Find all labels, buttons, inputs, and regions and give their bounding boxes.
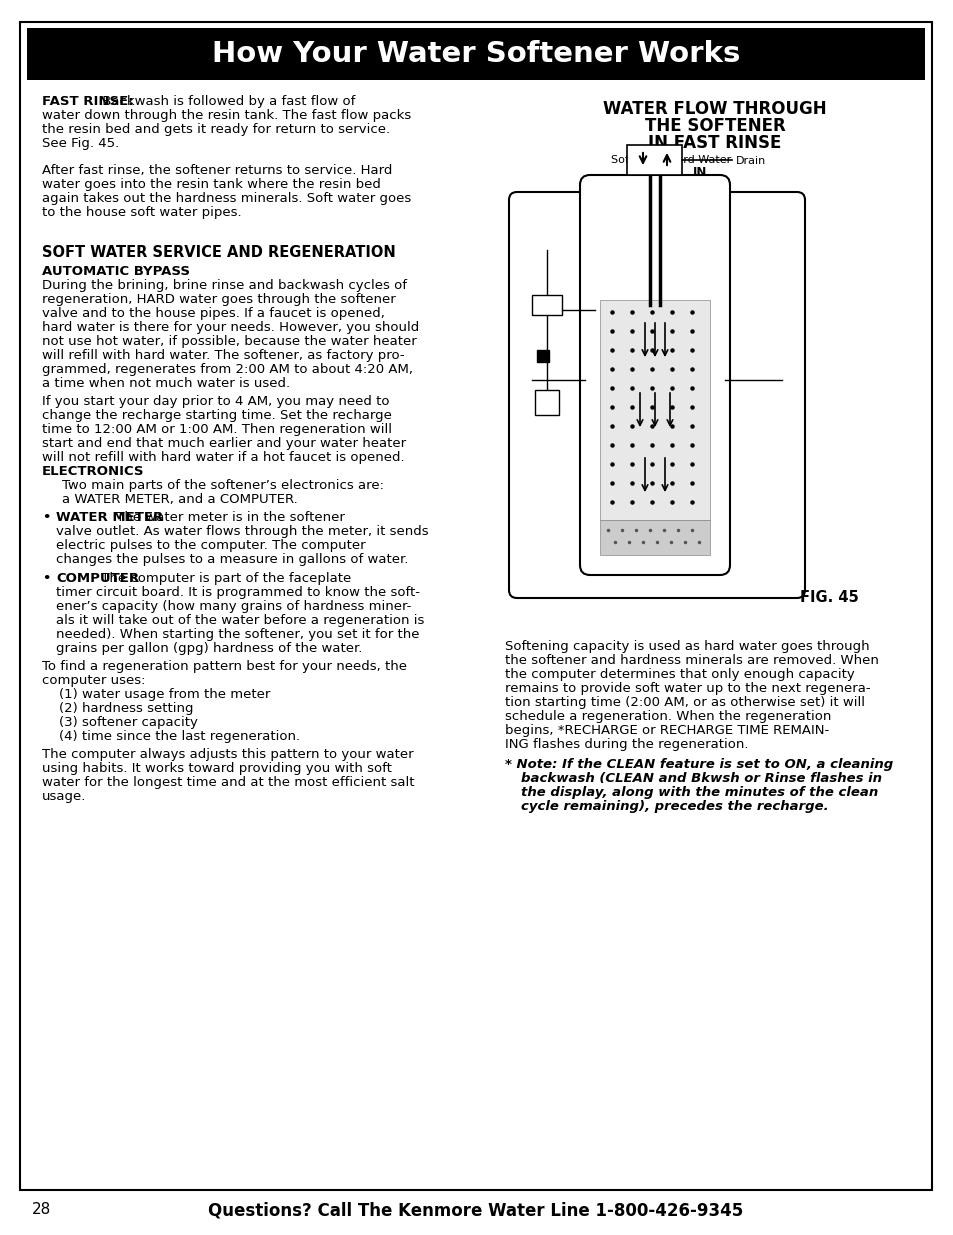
Text: WATER FLOW THROUGH: WATER FLOW THROUGH: [602, 100, 826, 119]
Text: to the house soft water pipes.: to the house soft water pipes.: [42, 205, 241, 219]
Text: begins, *RECHARGE or RECHARGE TIME REMAIN-: begins, *RECHARGE or RECHARGE TIME REMAI…: [504, 724, 828, 737]
Text: will not refill with hard water if a hot faucet is opened.: will not refill with hard water if a hot…: [42, 451, 404, 464]
Text: als it will take out of the water before a regeneration is: als it will take out of the water before…: [56, 614, 424, 626]
Text: Backwash is followed by a fast flow of: Backwash is followed by a fast flow of: [98, 95, 355, 107]
Text: FAST RINSE:: FAST RINSE:: [42, 95, 133, 107]
Text: timer circuit board. It is programmed to know the soft-: timer circuit board. It is programmed to…: [56, 585, 419, 599]
Text: FIG. 45: FIG. 45: [800, 590, 858, 605]
Text: ener’s capacity (how many grains of hardness miner-: ener’s capacity (how many grains of hard…: [56, 600, 411, 613]
Bar: [627, 144, 681, 175]
Text: valve outlet. As water flows through the meter, it sends: valve outlet. As water flows through the…: [56, 525, 428, 538]
Text: Two main parts of the softener’s electronics are:: Two main parts of the softener’s electro…: [62, 479, 384, 493]
Text: If you start your day prior to 4 AM, you may need to: If you start your day prior to 4 AM, you…: [42, 395, 389, 409]
Text: the resin bed and gets it ready for return to service.: the resin bed and gets it ready for retu…: [42, 124, 390, 136]
Bar: [535, 390, 558, 415]
Bar: [537, 350, 548, 362]
Text: water goes into the resin tank where the resin bed: water goes into the resin tank where the…: [42, 178, 380, 190]
Text: valve and to the house pipes. If a faucet is opened,: valve and to the house pipes. If a fauce…: [42, 308, 384, 320]
Text: THE SOFTENER: THE SOFTENER: [644, 117, 784, 135]
Text: schedule a regeneration. When the regeneration: schedule a regeneration. When the regene…: [504, 710, 830, 722]
FancyBboxPatch shape: [579, 175, 729, 576]
Text: (1) water usage from the meter: (1) water usage from the meter: [42, 688, 270, 700]
Text: regeneration, HARD water goes through the softener: regeneration, HARD water goes through th…: [42, 293, 395, 306]
Text: hard water is there for your needs. However, you should: hard water is there for your needs. Howe…: [42, 321, 418, 333]
Text: The computer is part of the faceplate: The computer is part of the faceplate: [96, 572, 351, 584]
Text: How Your Water Softener Works: How Your Water Softener Works: [212, 40, 740, 68]
Text: water for the longest time and at the most efficient salt: water for the longest time and at the mo…: [42, 776, 414, 789]
Text: (3) softener capacity: (3) softener capacity: [42, 716, 197, 729]
Text: remains to provide soft water up to the next regenera-: remains to provide soft water up to the …: [504, 682, 870, 695]
Text: Softening capacity is used as hard water goes through: Softening capacity is used as hard water…: [504, 640, 869, 653]
Text: computer uses:: computer uses:: [42, 674, 146, 687]
Text: ING flashes during the regeneration.: ING flashes during the regeneration.: [504, 739, 748, 751]
Text: IN: IN: [692, 165, 706, 179]
Text: AUTOMATIC BYPASS: AUTOMATIC BYPASS: [42, 266, 190, 278]
Text: * Note: If the CLEAN feature is set to ON, a cleaning: * Note: If the CLEAN feature is set to O…: [504, 757, 892, 771]
Text: not use hot water, if possible, because the water heater: not use hot water, if possible, because …: [42, 335, 416, 348]
Text: will refill with hard water. The softener, as factory pro-: will refill with hard water. The softene…: [42, 350, 404, 362]
Text: After fast rinse, the softener returns to service. Hard: After fast rinse, the softener returns t…: [42, 163, 392, 177]
Text: tion starting time (2:00 AM, or as otherwise set) it will: tion starting time (2:00 AM, or as other…: [504, 697, 864, 709]
Text: (2) hardness setting: (2) hardness setting: [42, 701, 193, 715]
Text: again takes out the hardness minerals. Soft water goes: again takes out the hardness minerals. S…: [42, 191, 411, 205]
Text: ELECTRONICS: ELECTRONICS: [42, 466, 144, 478]
Bar: [599, 300, 709, 520]
Text: To find a regeneration pattern best for your needs, the: To find a regeneration pattern best for …: [42, 659, 407, 673]
Text: Soft Water: Soft Water: [610, 156, 669, 165]
Text: electric pulses to the computer. The computer: electric pulses to the computer. The com…: [56, 540, 365, 552]
Text: (4) time since the last regeneration.: (4) time since the last regeneration.: [42, 730, 300, 742]
Text: The water meter is in the softener: The water meter is in the softener: [112, 511, 344, 525]
Text: COMPUTER: COMPUTER: [56, 572, 139, 584]
Text: IN FAST RINSE: IN FAST RINSE: [648, 135, 781, 152]
Bar: [27, 28, 924, 80]
Text: OUT: OUT: [625, 165, 653, 179]
Text: 28: 28: [32, 1203, 51, 1218]
Text: •: •: [42, 511, 51, 525]
Text: usage.: usage.: [42, 790, 87, 803]
Text: cycle remaining), precedes the recharge.: cycle remaining), precedes the recharge.: [520, 799, 828, 813]
Text: a WATER METER, and a COMPUTER.: a WATER METER, and a COMPUTER.: [62, 493, 297, 506]
Text: SOFT WATER SERVICE AND REGENERATION: SOFT WATER SERVICE AND REGENERATION: [42, 245, 395, 259]
Text: needed). When starting the softener, you set it for the: needed). When starting the softener, you…: [56, 627, 419, 641]
Text: Hard Water: Hard Water: [668, 156, 731, 165]
Text: grains per gallon (gpg) hardness of the water.: grains per gallon (gpg) hardness of the …: [56, 642, 362, 655]
FancyBboxPatch shape: [509, 191, 804, 598]
Text: Drain: Drain: [735, 156, 765, 165]
Text: the display, along with the minutes of the clean: the display, along with the minutes of t…: [520, 785, 878, 799]
Text: grammed, regenerates from 2:00 AM to about 4:20 AM,: grammed, regenerates from 2:00 AM to abo…: [42, 363, 413, 375]
Text: the computer determines that only enough capacity: the computer determines that only enough…: [504, 668, 854, 680]
Text: See Fig. 45.: See Fig. 45.: [42, 137, 119, 149]
Text: •: •: [42, 572, 51, 584]
Text: the softener and hardness minerals are removed. When: the softener and hardness minerals are r…: [504, 655, 878, 667]
Text: During the brining, brine rinse and backwash cycles of: During the brining, brine rinse and back…: [42, 279, 407, 291]
Text: changes the pulses to a measure in gallons of water.: changes the pulses to a measure in gallo…: [56, 553, 408, 567]
Text: WATER METER: WATER METER: [56, 511, 163, 525]
Text: change the recharge starting time. Set the recharge: change the recharge starting time. Set t…: [42, 409, 392, 422]
Bar: [532, 295, 561, 315]
Text: start and end that much earlier and your water heater: start and end that much earlier and your…: [42, 437, 406, 451]
Bar: [599, 520, 709, 555]
Text: a time when not much water is used.: a time when not much water is used.: [42, 377, 290, 390]
Text: water down through the resin tank. The fast flow packs: water down through the resin tank. The f…: [42, 109, 411, 122]
Text: The computer always adjusts this pattern to your water: The computer always adjusts this pattern…: [42, 748, 414, 761]
Text: backwash (CLEAN and Bkwsh or Rinse flashes in: backwash (CLEAN and Bkwsh or Rinse flash…: [520, 772, 882, 784]
Text: using habits. It works toward providing you with soft: using habits. It works toward providing …: [42, 762, 392, 776]
Text: time to 12:00 AM or 1:00 AM. Then regeneration will: time to 12:00 AM or 1:00 AM. Then regene…: [42, 424, 392, 436]
Text: Questions? Call The Kenmore Water Line 1-800-426-9345: Questions? Call The Kenmore Water Line 1…: [208, 1200, 742, 1219]
